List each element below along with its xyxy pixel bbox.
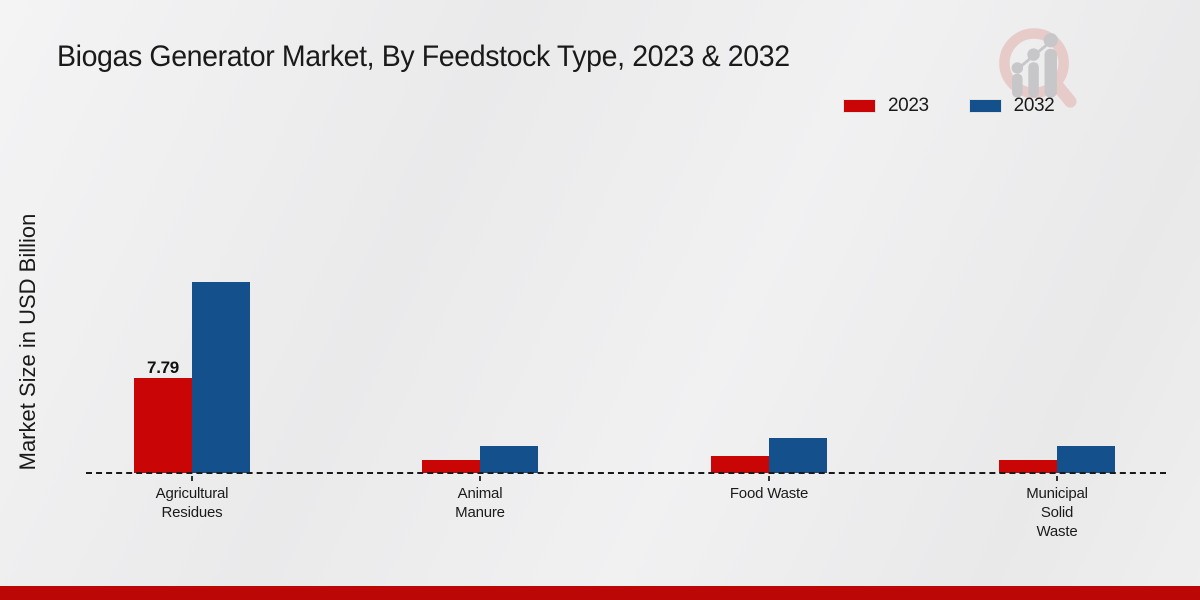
bar-value-label: 7.79: [147, 358, 179, 377]
bar-2032-animal-manure: [480, 446, 538, 473]
axis-tick: [191, 476, 193, 481]
legend-item-2023: 2023: [843, 95, 929, 117]
category-label-municipal-solid-waste: Municipal Solid Waste: [1026, 485, 1088, 540]
bar-2023-animal-manure: [422, 460, 480, 473]
magnifier-bar-chart-logo-icon: [999, 28, 1077, 108]
axis-tick: [479, 476, 481, 481]
chart-title: Biogas Generator Market, By Feedstock Ty…: [57, 40, 790, 73]
bar-2023-food-waste: [711, 456, 769, 473]
bar-2032-municipal-solid-waste: [1057, 446, 1115, 473]
category-label-animal-manure: Animal Manure: [455, 485, 505, 521]
bar-2032-food-waste: [769, 438, 827, 473]
legend: 2023 2032: [843, 95, 1055, 117]
bar-2023-agricultural-residues: [134, 378, 192, 473]
axis-tick: [1056, 476, 1058, 481]
legend-label-2032: 2032: [1013, 95, 1055, 116]
legend-label-2023: 2023: [888, 95, 929, 116]
bar-2032-agricultural-residues: [192, 282, 250, 473]
bar-2023-municipal-solid-waste: [999, 460, 1057, 473]
legend-swatch-2032: [968, 99, 1002, 113]
category-label-agricultural-residues: Agricultural Residues: [155, 485, 229, 521]
legend-item-2032: 2032: [968, 95, 1055, 117]
x-axis-baseline: [86, 472, 1166, 474]
legend-swatch-2023: [843, 99, 876, 113]
y-axis-label: Market Size in USD Billion: [15, 213, 40, 471]
category-label-food-waste: Food Waste: [729, 485, 809, 502]
axis-tick: [768, 476, 770, 481]
footer-accent-bar: [0, 586, 1200, 600]
